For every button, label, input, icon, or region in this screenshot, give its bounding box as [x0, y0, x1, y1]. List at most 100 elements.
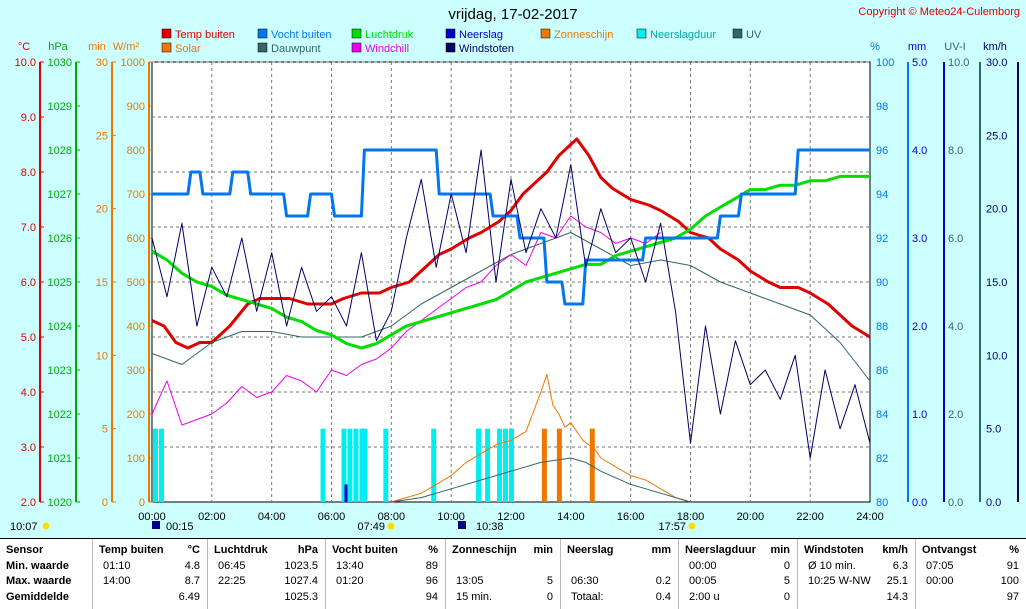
y-tick-label-solar: 1000 [121, 57, 145, 69]
legend-swatch [257, 28, 268, 39]
series-line-solar [391, 373, 691, 503]
bar-neerslagduur [509, 428, 514, 502]
y-tick-label-humidity: 92 [876, 233, 888, 245]
y-tick-label-solar: 900 [127, 101, 145, 113]
legend-label: Neerslagduur [650, 29, 716, 41]
summary-row-label: Max. waarde [6, 575, 72, 587]
summary-cell-value: 8.7 [184, 575, 200, 587]
y-tick-label-minutes: 25 [96, 130, 108, 142]
legend-label: Zonneschijn [554, 29, 613, 41]
y-tick-label-temp: 10.0 [15, 57, 36, 69]
y-tick-label-rain: 1.0 [912, 409, 927, 421]
y-tick-label-humidity: 84 [876, 409, 888, 421]
y-tick-label-solar: 400 [127, 321, 145, 333]
legend-swatch [732, 28, 743, 39]
summary-cell-time: 07:05 [926, 560, 954, 572]
y-tick-label-temp: 2.0 [21, 497, 36, 509]
summary-cell-value: 6.49 [178, 591, 200, 603]
y-tick-label-temp: 9.0 [21, 112, 36, 124]
summary-cell-value: 94 [425, 591, 438, 603]
summary-cell-value: 5 [783, 575, 790, 587]
y-tick-label-pressure: 1030 [48, 57, 72, 69]
summary-cell-value: 4.8 [184, 560, 200, 572]
y-tick-label-humidity: 86 [876, 365, 888, 377]
bar-neerslagduur [353, 428, 359, 502]
summary-cell-value: 89 [425, 560, 438, 572]
y-tick-label-rain: 4.0 [912, 145, 927, 157]
summary-col-sensor: Sensor Min. waarde Max. waarde Gemiddelde [0, 539, 92, 609]
summary-unit: min [533, 544, 553, 556]
y-tick-label-pressure: 1025 [48, 277, 72, 289]
y-tick-label-humidity: 98 [876, 101, 888, 113]
y-tick-label-wind: 20.0 [986, 204, 1007, 216]
y-tick-label-uv: 0.0 [948, 497, 963, 509]
y-tick-label-pressure: 1024 [48, 321, 72, 333]
legend-swatch [445, 42, 456, 53]
series-line-windstoten [151, 149, 871, 459]
summary-col: Neerslagduur min 00:00 0 00:05 5 2:00 u 0 [678, 539, 798, 609]
legend-label: Neerslag [459, 29, 503, 41]
summary-cell-time: 22:25 [218, 575, 246, 587]
y-tick-label-temp: 7.0 [21, 222, 36, 234]
summary-cell-time: 01:20 [336, 575, 364, 587]
y-tick-label-humidity: 80 [876, 497, 888, 509]
y-tick-label-wind: 10.0 [986, 350, 1007, 362]
summary-cell-time: 00:00 [689, 560, 717, 572]
moon-icon [458, 521, 466, 529]
series-line-luchtdruk [151, 174, 870, 350]
summary-cell-time: 01:10 [103, 560, 131, 572]
y-tick-label-pressure: 1022 [48, 409, 72, 421]
summary-cell-value: 1023.5 [284, 560, 318, 572]
summary-cell-time: 14:00 [103, 575, 131, 587]
y-tick-label-pressure: 1020 [48, 497, 72, 509]
legend-swatch [161, 42, 172, 53]
summary-row-label: Gemiddelde [6, 591, 69, 603]
x-tick-label: 12:00 [497, 511, 525, 523]
summary-header-sensor: Sensor [6, 544, 44, 556]
y-tick-label-pressure: 1027 [48, 189, 72, 201]
y-axis-unit-pressure: hPa [48, 41, 68, 53]
y-tick-label-minutes: 20 [96, 204, 108, 216]
x-tick-label: 10:00 [437, 511, 465, 523]
y-tick-label-solar: 100 [127, 453, 145, 465]
bar-neerslagduur [497, 428, 503, 502]
bar-zonneschijn [589, 428, 595, 502]
bar-neerslagduur [359, 428, 365, 502]
sun-icon [42, 522, 50, 530]
x-tick-label: 02:00 [198, 511, 226, 523]
y-axis-unit-minutes: min [88, 41, 106, 53]
summary-unit: hPa [297, 544, 318, 556]
bar-neerslagduur [347, 428, 353, 502]
summary-table: Sensor Min. waarde Max. waarde Gemiddelde Te… [0, 538, 1026, 609]
summary-cell-value: 25.1 [886, 575, 908, 587]
bar-neerslagduur [362, 428, 368, 502]
y-tick-label-humidity: 100 [876, 57, 894, 69]
y-tick-label-minutes: 15 [96, 277, 108, 289]
summary-col: Zonneschijn min 13:05 5 15 min. 0 [445, 539, 561, 609]
legend-label: Dauwpunt [271, 43, 321, 55]
summary-cell-time: 15 min. [456, 591, 493, 603]
summary-col: Vocht buiten% 13:40 89 01:20 96 94 [325, 539, 446, 609]
y-tick-label-humidity: 82 [876, 453, 888, 465]
legend-label: Windchill [365, 43, 409, 55]
bar-neerslagduur [503, 428, 509, 502]
summary-cell-value: 0 [783, 591, 790, 603]
y-tick-label-wind: 30.0 [986, 57, 1007, 69]
summary-header: Windstoten [804, 544, 864, 556]
legend-swatch [257, 42, 268, 53]
summary-header: Neerslagduur [685, 544, 756, 556]
y-tick-label-temp: 6.0 [21, 277, 36, 289]
marker-sunset: 17:57 [658, 521, 686, 533]
y-tick-label-solar: 600 [127, 233, 145, 245]
x-tick-label: 08:00 [378, 511, 406, 523]
y-tick-label-uv: 6.0 [948, 233, 963, 245]
summary-cell-value: 1025.3 [284, 591, 318, 603]
marker-sunrise: 07:49 [357, 521, 385, 533]
summary-col: Temp buiten °C 01:10 4.8 14:00 8.7 6.49 [92, 539, 208, 609]
y-axis-unit-humidity: % [870, 41, 880, 53]
bar-neerslagduur [158, 428, 164, 502]
x-tick-label: 04:00 [258, 511, 286, 523]
y-tick-label-pressure: 1029 [48, 101, 72, 113]
y-tick-label-minutes: 30 [96, 57, 108, 69]
